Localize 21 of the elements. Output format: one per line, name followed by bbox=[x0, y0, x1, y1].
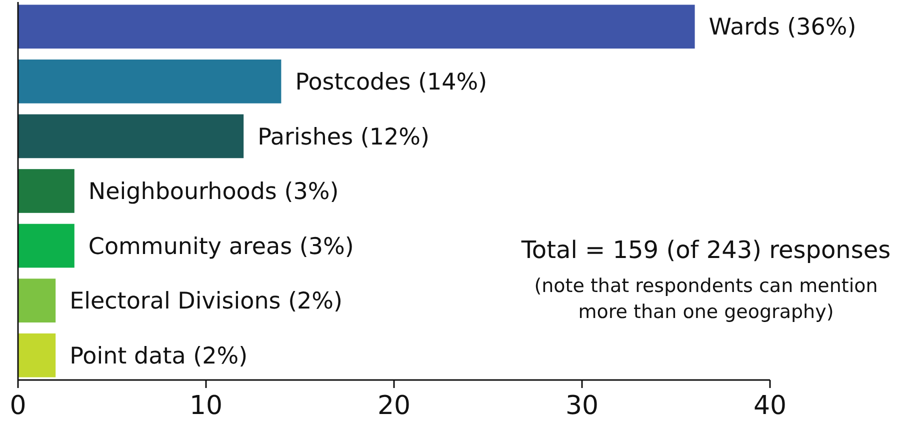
bar bbox=[18, 169, 74, 213]
y-tick-label: Parishes (12%) bbox=[258, 124, 430, 150]
annotation: Total = 159 (of 243) responses bbox=[520, 236, 891, 264]
y-tick-label: Wards (36%) bbox=[708, 14, 856, 41]
bar bbox=[18, 114, 244, 158]
annotation: (note that respondents can mention more than one geography) bbox=[534, 275, 878, 323]
x-tick-label: 10 bbox=[189, 391, 223, 421]
x-tick-label: 20 bbox=[377, 391, 411, 421]
y-tick-label: Postcodes (14%) bbox=[295, 69, 488, 96]
bar bbox=[18, 60, 282, 104]
bar bbox=[18, 4, 695, 49]
y-tick-label: Electoral Divisions (2%) bbox=[70, 288, 343, 315]
y-tick-label: Neighbourhoods (3%) bbox=[88, 179, 339, 206]
bar bbox=[18, 278, 56, 322]
x-tick-label: 40 bbox=[753, 391, 787, 421]
x-tick-label: 30 bbox=[565, 391, 599, 421]
bar bbox=[18, 333, 56, 378]
bar bbox=[18, 224, 74, 268]
x-tick-label: 0 bbox=[10, 391, 26, 421]
y-tick-label: Community areas (3%) bbox=[88, 234, 354, 260]
y-tick-label: Point data (2%) bbox=[70, 343, 248, 370]
